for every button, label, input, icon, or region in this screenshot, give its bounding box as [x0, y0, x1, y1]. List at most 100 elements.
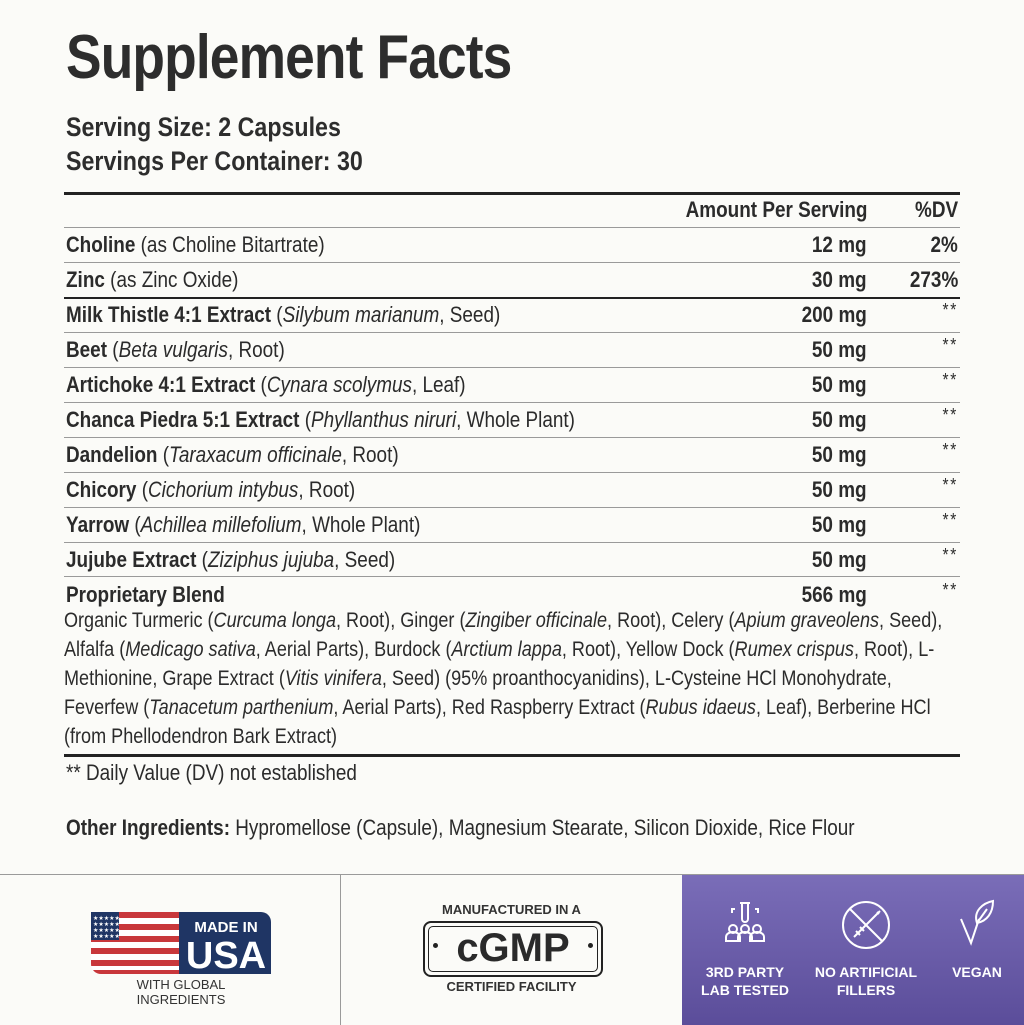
ingredient-amount: 50 mg	[812, 547, 867, 572]
usa-flag-icon: ★★★★★★★★★★★★★★★★★★★★ MADE IN USA	[91, 912, 271, 974]
svg-text:★★★★★: ★★★★★	[93, 933, 120, 940]
feature-no-fillers: NO ARTIFICIAL FILLERS	[806, 875, 926, 1025]
divider	[64, 576, 960, 577]
divider	[64, 542, 960, 543]
divider	[64, 507, 960, 508]
ingredient-name: Milk Thistle 4:1 Extract (Silybum marian…	[66, 302, 501, 327]
ingredient-dv: **	[942, 370, 958, 390]
ingredient-name: Chanca Piedra 5:1 Extract (Phyllanthus n…	[66, 407, 575, 432]
servings-per-container: Servings Per Container: 30	[66, 146, 363, 176]
svg-text:★★★★★: ★★★★★	[93, 921, 120, 928]
cgmp-main-text: cGMP	[456, 926, 570, 970]
blend-text-segment: , Seed), Alfalfa (	[64, 609, 943, 661]
blend-text-segment: , Root), L-Methionine, Grape Extract (	[64, 638, 935, 690]
blend-text-segment: , Root), Yellow Dock (	[561, 638, 735, 661]
made-in-usa-badge: ★★★★★ ★★★★★ ★★★★★ ★★★★★ MADE IN USA WITH GL…	[0, 875, 340, 1025]
divider	[64, 472, 960, 473]
divider	[64, 332, 960, 333]
cgmp-frame: cGMP	[423, 921, 603, 977]
ingredient-amount: 50 mg	[812, 512, 867, 537]
svg-text:★★★★★: ★★★★★	[93, 915, 120, 922]
table-header: Amount Per Serving %DV	[64, 193, 960, 227]
ingredient-dv: **	[942, 440, 958, 460]
leaf-icon	[960, 899, 995, 946]
cgmp-bottom-text: CERTIFIED FACILITY	[446, 979, 577, 994]
ingredient-name: Proprietary Blend	[66, 582, 225, 607]
blend-text-segment: , Aerial Parts), Red Raspberry Extract (	[333, 696, 646, 719]
blend-text-segment: Apium graveolens	[734, 609, 880, 632]
ingredient-name: Zinc (as Zinc Oxide)	[66, 267, 239, 292]
ingredient-name: Choline (as Choline Bitartrate)	[66, 232, 325, 257]
lab-test-icon	[725, 902, 765, 942]
cgmp-badge: MANUFACTURED IN A cGMP CERTIFIED FACILIT…	[341, 875, 682, 1025]
footnote: ** Daily Value (DV) not established	[66, 760, 357, 785]
table-row: Choline (as Choline Bitartrate) 12 mg 2%	[64, 228, 960, 262]
other-ingredients-label: Other Ingredients:	[66, 815, 230, 840]
feature-vegan: VEGAN	[940, 875, 1014, 1025]
table-row: Artichoke 4:1 Extract (Cynara scolymus, …	[64, 368, 960, 402]
ingredient-name: Jujube Extract (Ziziphus jujuba, Seed)	[66, 547, 396, 572]
blend-text-segment: , Root), Ginger (	[336, 609, 466, 632]
blend-text-segment: Zingiber officinale	[465, 609, 608, 632]
table-row: Yarrow (Achillea millefolium, Whole Plan…	[64, 508, 960, 542]
divider	[340, 875, 341, 1025]
divider	[64, 262, 960, 263]
ingredient-dv: **	[942, 545, 958, 565]
ingredient-dv: 2%	[930, 232, 958, 257]
serving-size: Serving Size: 2 Capsules	[66, 112, 341, 142]
ingredient-name: Beet (Beta vulgaris, Root)	[66, 337, 285, 362]
svg-text:★★★★★: ★★★★★	[93, 927, 120, 934]
ingredient-dv: **	[942, 335, 958, 355]
feature-lab-tested: 3RD PARTY LAB TESTED	[700, 875, 790, 1025]
ingredient-amount: 200 mg	[801, 302, 867, 327]
dv-column-header: %DV	[914, 197, 958, 222]
ingredient-name: Chicory (Cichorium intybus, Root)	[66, 477, 356, 502]
svg-text:MADE IN: MADE IN	[194, 919, 257, 936]
table-row: Dandelion (Taraxacum officinale, Root) 50…	[64, 438, 960, 472]
features-panel: 3RD PARTY LAB TESTED NO ARTIFICIAL FILLERS…	[682, 875, 1024, 1025]
ingredient-name: Artichoke 4:1 Extract (Cynara scolymus, …	[66, 372, 466, 397]
table-row: Chicory (Cichorium intybus, Root) 50 mg **	[64, 473, 960, 507]
blend-text-segment: Rubus idaeus	[645, 696, 756, 719]
ingredient-amount: 12 mg	[812, 232, 867, 257]
blend-text-segment: Organic Turmeric (	[64, 609, 214, 632]
blend-text-segment: Tanacetum parthenium	[149, 696, 334, 719]
other-ingredients: Other Ingredients: Hypromellose (Capsule…	[66, 815, 983, 841]
other-ingredients-value: Hypromellose (Capsule), Magnesium Steara…	[229, 815, 855, 840]
blend-text-segment: Curcuma longa	[213, 609, 337, 632]
ingredient-dv: **	[942, 300, 958, 320]
ingredient-dv: **	[942, 510, 958, 530]
svg-text:USA: USA	[186, 935, 266, 974]
table-row: Proprietary Blend 566 mg **	[64, 578, 960, 612]
divider	[64, 227, 960, 228]
blend-text-segment: Rumex crispus	[734, 638, 854, 661]
blend-text-segment: , Aerial Parts), Burdock (	[255, 638, 452, 661]
blend-text-segment: Vitis vinifera	[284, 667, 382, 690]
divider	[64, 297, 960, 299]
table-row: Chanca Piedra 5:1 Extract (Phyllanthus n…	[64, 403, 960, 437]
blend-text-segment: , Seed) (95% proanthocyanidins), L-Cyste…	[64, 667, 892, 719]
ingredient-amount: 50 mg	[812, 477, 867, 502]
table-row: Zinc (as Zinc Oxide) 30 mg 273%	[64, 263, 960, 297]
ingredient-amount: 50 mg	[812, 337, 867, 362]
page-title: Supplement Facts	[66, 23, 512, 92]
ingredient-dv: **	[942, 405, 958, 425]
divider	[64, 437, 960, 438]
blend-text-segment: Medicago sativa	[125, 638, 256, 661]
amount-column-header: Amount Per Serving	[685, 197, 867, 222]
ingredient-dv: 273%	[909, 267, 958, 292]
divider	[64, 402, 960, 403]
cgmp-top-text: MANUFACTURED IN A	[442, 902, 581, 917]
ingredient-amount: 50 mg	[812, 372, 867, 397]
table-row: Milk Thistle 4:1 Extract (Silybum marian…	[64, 298, 960, 332]
ingredient-name: Yarrow (Achillea millefolium, Whole Plan…	[66, 512, 421, 537]
ingredient-amount: 566 mg	[801, 582, 867, 607]
ingredient-dv: **	[942, 475, 958, 495]
table-row: Jujube Extract (Ziziphus jujuba, Seed) 50…	[64, 543, 960, 577]
no-syringe-icon	[842, 901, 890, 949]
divider	[64, 192, 960, 195]
ingredient-dv: **	[942, 580, 958, 600]
blend-text-segment: Arctium lappa	[451, 638, 562, 661]
blend-text-segment: , Root), Celery (	[607, 609, 735, 632]
badge-bar: ★★★★★ ★★★★★ ★★★★★ ★★★★★ MADE IN USA WITH GL…	[0, 874, 1024, 1025]
